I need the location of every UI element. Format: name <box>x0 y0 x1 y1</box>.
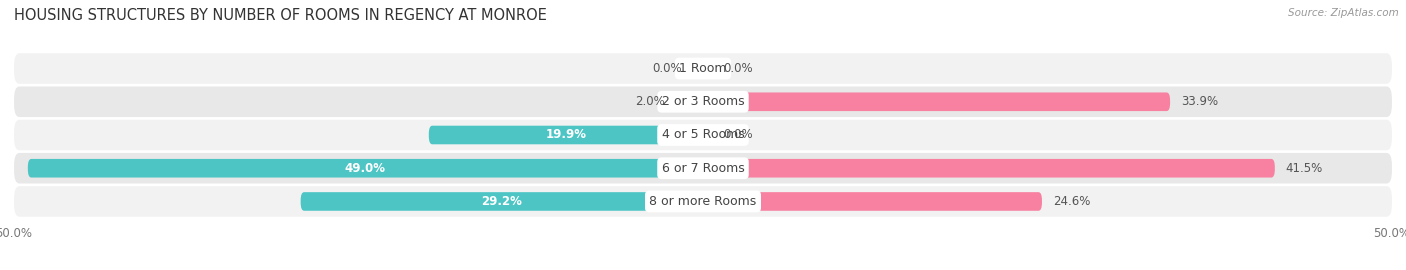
Text: 8 or more Rooms: 8 or more Rooms <box>650 195 756 208</box>
FancyBboxPatch shape <box>14 186 1392 217</box>
Text: 2.0%: 2.0% <box>634 95 665 108</box>
FancyBboxPatch shape <box>692 59 703 78</box>
FancyBboxPatch shape <box>703 126 714 144</box>
FancyBboxPatch shape <box>703 192 1042 211</box>
Text: 41.5%: 41.5% <box>1286 162 1323 175</box>
Text: Source: ZipAtlas.com: Source: ZipAtlas.com <box>1288 8 1399 18</box>
FancyBboxPatch shape <box>14 86 1392 117</box>
FancyBboxPatch shape <box>14 120 1392 150</box>
Text: 2 or 3 Rooms: 2 or 3 Rooms <box>662 95 744 108</box>
Text: 0.0%: 0.0% <box>652 62 682 75</box>
Text: 24.6%: 24.6% <box>1053 195 1091 208</box>
Text: 0.0%: 0.0% <box>724 129 754 141</box>
FancyBboxPatch shape <box>301 192 703 211</box>
Text: 19.9%: 19.9% <box>546 129 586 141</box>
Text: HOUSING STRUCTURES BY NUMBER OF ROOMS IN REGENCY AT MONROE: HOUSING STRUCTURES BY NUMBER OF ROOMS IN… <box>14 8 547 23</box>
Text: 0.0%: 0.0% <box>724 62 754 75</box>
FancyBboxPatch shape <box>28 159 703 178</box>
FancyBboxPatch shape <box>14 53 1392 84</box>
Text: 1 Room: 1 Room <box>679 62 727 75</box>
Text: 6 or 7 Rooms: 6 or 7 Rooms <box>662 162 744 175</box>
Text: 33.9%: 33.9% <box>1181 95 1218 108</box>
Text: 29.2%: 29.2% <box>481 195 522 208</box>
Text: 4 or 5 Rooms: 4 or 5 Rooms <box>662 129 744 141</box>
FancyBboxPatch shape <box>675 92 703 111</box>
FancyBboxPatch shape <box>703 159 1275 178</box>
FancyBboxPatch shape <box>14 153 1392 184</box>
FancyBboxPatch shape <box>429 126 703 144</box>
FancyBboxPatch shape <box>703 92 1170 111</box>
Text: 49.0%: 49.0% <box>344 162 385 175</box>
FancyBboxPatch shape <box>703 59 714 78</box>
